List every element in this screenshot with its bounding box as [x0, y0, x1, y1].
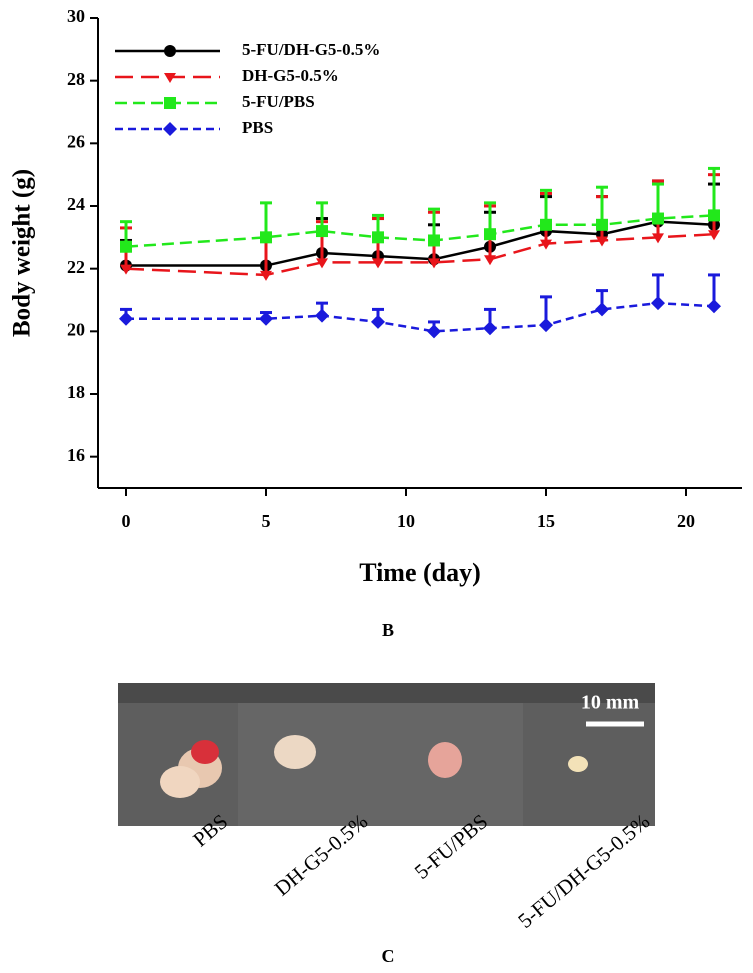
marker — [540, 218, 552, 231]
y-tick-label: 18 — [67, 382, 85, 402]
x-tick-label: 0 — [122, 511, 131, 531]
y-tick-label: 22 — [67, 257, 85, 277]
marker — [120, 240, 132, 253]
marker — [707, 299, 721, 314]
marker — [164, 73, 176, 83]
marker — [540, 239, 552, 250]
marker — [315, 308, 329, 323]
marker — [119, 311, 133, 326]
marker — [372, 258, 384, 269]
marker — [316, 258, 328, 269]
x-axis-label: Time (day) — [359, 558, 481, 587]
marker — [652, 233, 664, 244]
marker — [652, 212, 664, 225]
tumor — [191, 740, 219, 764]
y-tick-label: 30 — [67, 6, 85, 26]
panel-label: C — [382, 946, 395, 966]
y-tick-label: 16 — [67, 445, 85, 465]
photo: 10 mm — [118, 683, 655, 826]
series-line — [125, 232, 715, 277]
legend-label: 5-FU/PBS — [242, 92, 315, 111]
marker — [260, 270, 272, 281]
series-line — [125, 214, 715, 248]
marker — [484, 255, 496, 266]
marker — [316, 225, 328, 238]
marker — [259, 311, 273, 326]
tumor — [160, 766, 200, 798]
y-tick-label: 24 — [67, 194, 85, 214]
x-tick-label: 20 — [677, 511, 695, 531]
photo-strip — [118, 683, 655, 703]
marker — [428, 234, 440, 247]
marker — [708, 230, 720, 241]
y-tick-label: 26 — [67, 131, 85, 151]
scale-bar-label: 10 mm — [581, 692, 640, 714]
x-tick-label: 5 — [262, 511, 271, 531]
y-tick-label: 28 — [67, 69, 85, 89]
marker — [651, 296, 665, 311]
series-line — [126, 220, 715, 267]
marker — [539, 318, 553, 333]
photo-panel — [238, 703, 523, 826]
marker — [596, 236, 608, 247]
y-axis-label: Body weight (g) — [9, 169, 36, 337]
marker — [163, 122, 177, 136]
y-tick-label: 20 — [67, 319, 85, 339]
marker — [428, 258, 440, 269]
marker — [427, 324, 441, 339]
marker — [371, 314, 385, 329]
marker — [120, 264, 132, 275]
marker — [164, 45, 176, 57]
marker — [483, 321, 497, 336]
marker — [164, 97, 176, 109]
legend-label: DH-G5-0.5% — [242, 66, 339, 85]
marker — [595, 302, 609, 317]
marker — [708, 209, 720, 222]
photo-label: 5-FU/DH-G5-0.5% — [513, 809, 654, 933]
x-tick-label: 15 — [537, 511, 555, 531]
tumor — [428, 742, 462, 778]
x-tick-label: 10 — [397, 511, 415, 531]
marker — [372, 231, 384, 244]
panel-label: B — [382, 620, 394, 640]
marker — [484, 228, 496, 241]
tumor — [274, 735, 316, 769]
series-line — [126, 301, 715, 333]
legend-label: PBS — [242, 118, 273, 137]
tumor — [568, 756, 588, 772]
marker — [260, 231, 272, 244]
legend-label: 5-FU/DH-G5-0.5% — [242, 40, 380, 59]
marker — [596, 218, 608, 231]
